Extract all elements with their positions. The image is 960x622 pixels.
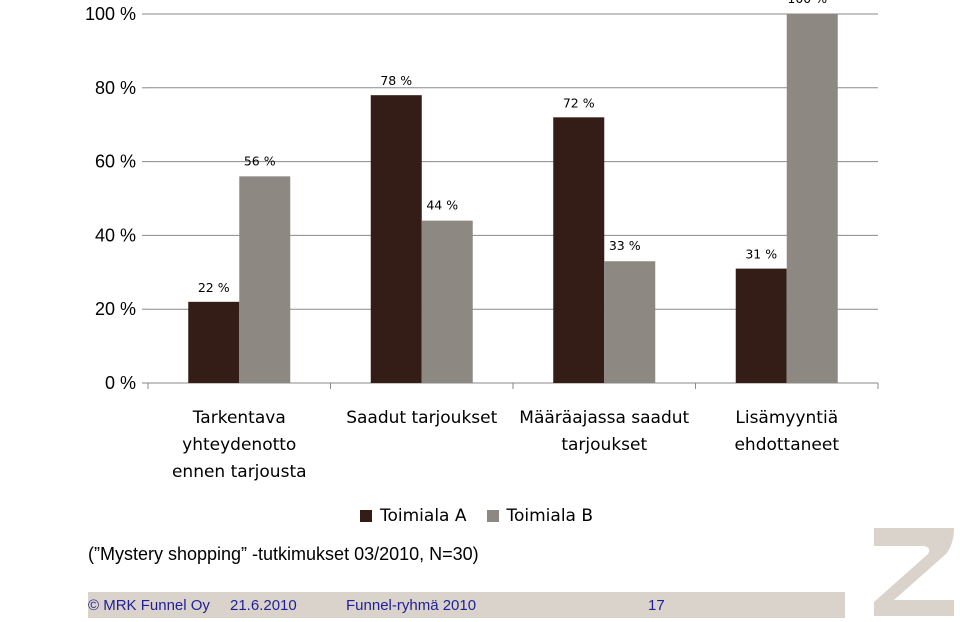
legend: Toimiala A Toimiala B: [360, 504, 613, 528]
category-labels: Tarkentava yhteydenotto ennen tarjousta Saa…: [172, 408, 839, 482]
legend-swatch-b: [486, 510, 499, 522]
y-tick-labels: 0 % 20 % 40 % 60 % 80 % 100 %: [85, 4, 136, 393]
bar-toimiala-b: [421, 220, 473, 383]
bar-toimiala-a: [735, 268, 787, 383]
legend-label-b: Toimiala B: [506, 506, 594, 526]
data-label: 22 %: [198, 280, 230, 295]
bar-chart: 0 % 20 % 40 % 60 % 80 % 100 % 22 % 56 % 78 % 44 …: [85, 0, 879, 482]
bar-toimiala-a: [553, 117, 605, 383]
legend-label-a: Toimiala A: [380, 506, 467, 526]
category-label: Saadut tarjoukset: [346, 408, 497, 428]
bars: [188, 14, 838, 384]
footer-bar: © MRK Funnel Oy 21.6.2010 Funnel-ryhmä 2…: [88, 592, 845, 618]
category-label: Määräajassa saadut: [519, 408, 689, 428]
bar-toimiala-b: [786, 14, 838, 383]
legend-item-a: Toimiala A: [360, 506, 467, 526]
funnel-logo-icon: [874, 528, 954, 616]
data-label: 78 %: [380, 73, 412, 88]
footer-group: Funnel-ryhmä 2010: [346, 597, 477, 614]
category-label: yhteydenotto: [182, 435, 296, 455]
bar-toimiala-a: [370, 95, 422, 384]
y-tick-label: 20 %: [95, 299, 136, 319]
bar-toimiala-a: [188, 301, 240, 383]
category-label: ennen tarjousta: [172, 462, 307, 482]
y-tick-label: 40 %: [95, 225, 136, 245]
category-label: Lisämyyntiä: [735, 408, 838, 428]
data-label: 56 %: [244, 153, 276, 168]
data-label: 44 %: [426, 198, 458, 213]
footer-page-number: 17: [648, 597, 665, 614]
footer-copyright: © MRK Funnel Oy: [88, 597, 210, 614]
y-tick-label: 0 %: [105, 373, 136, 393]
data-label: 100 %: [787, 0, 827, 6]
y-tick-label: 80 %: [95, 78, 136, 98]
legend-swatch-a: [360, 510, 372, 522]
data-label: 33 %: [609, 238, 641, 253]
data-label: 31 %: [745, 247, 777, 262]
footer-date: 21.6.2010: [230, 597, 297, 614]
source-note: (”Mystery shopping” -tutkimukset 03/2010…: [88, 544, 479, 564]
bar-toimiala-b: [239, 176, 291, 383]
y-tick-label: 100 %: [85, 4, 136, 24]
legend-item-b: Toimiala B: [486, 506, 594, 526]
data-labels: 22 % 56 % 78 % 44 % 72 % 33 % 31 % 100 %: [198, 0, 827, 295]
y-tick-label: 60 %: [95, 152, 136, 172]
bar-toimiala-b: [604, 261, 656, 383]
category-label: tarjoukset: [561, 435, 647, 455]
category-label: Tarkentava: [192, 408, 286, 428]
category-label: ehdottaneet: [734, 435, 839, 455]
data-label: 72 %: [563, 95, 595, 110]
